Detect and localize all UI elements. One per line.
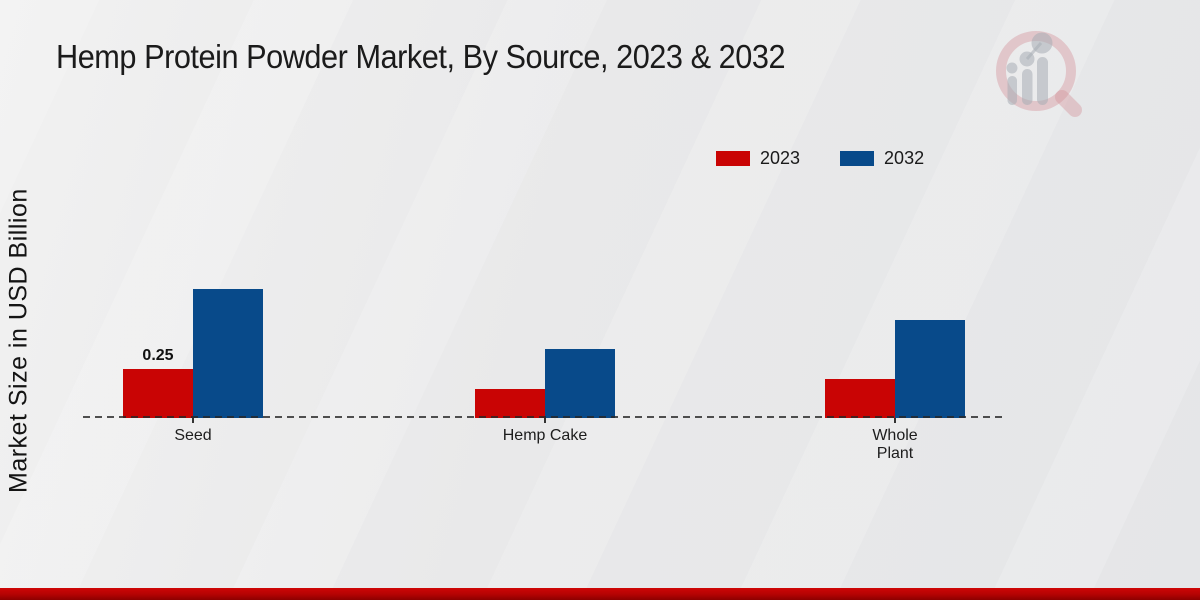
x-axis-label-hemp-cake: Hemp Cake — [502, 427, 588, 444]
legend-swatch-2023 — [716, 151, 750, 166]
bar-2023-hemp-cake — [475, 389, 545, 418]
x-axis-label-whole-plant: Whole Plant — [872, 427, 918, 463]
legend-item-2023: 2023 — [716, 148, 800, 169]
legend-label-2032: 2032 — [884, 148, 925, 168]
x-axis-tick-whole-plant — [894, 418, 896, 423]
x-axis-baseline — [83, 416, 1005, 418]
bar-2023-seed — [123, 369, 193, 418]
chart-title: Hemp Protein Powder Market, By Source, 2… — [56, 38, 786, 75]
legend-swatch-2032 — [840, 151, 875, 166]
bar-2032-seed — [193, 289, 263, 418]
bar-2032-whole-plant — [895, 320, 965, 418]
legend-label-2023: 2023 — [760, 148, 801, 168]
x-axis-tick-hemp-cake — [544, 418, 546, 423]
x-axis-tick-seed — [192, 418, 194, 423]
bar-2023-whole-plant — [825, 379, 895, 418]
data-label-2023-seed: 0.25 — [142, 347, 174, 364]
bar-2032-hemp-cake — [545, 349, 615, 418]
footer-accent-bar — [0, 588, 1200, 600]
chart-legend: 2023 2032 — [716, 148, 924, 169]
legend-item-2032: 2032 — [840, 148, 924, 169]
x-axis-label-seed: Seed — [174, 427, 212, 444]
